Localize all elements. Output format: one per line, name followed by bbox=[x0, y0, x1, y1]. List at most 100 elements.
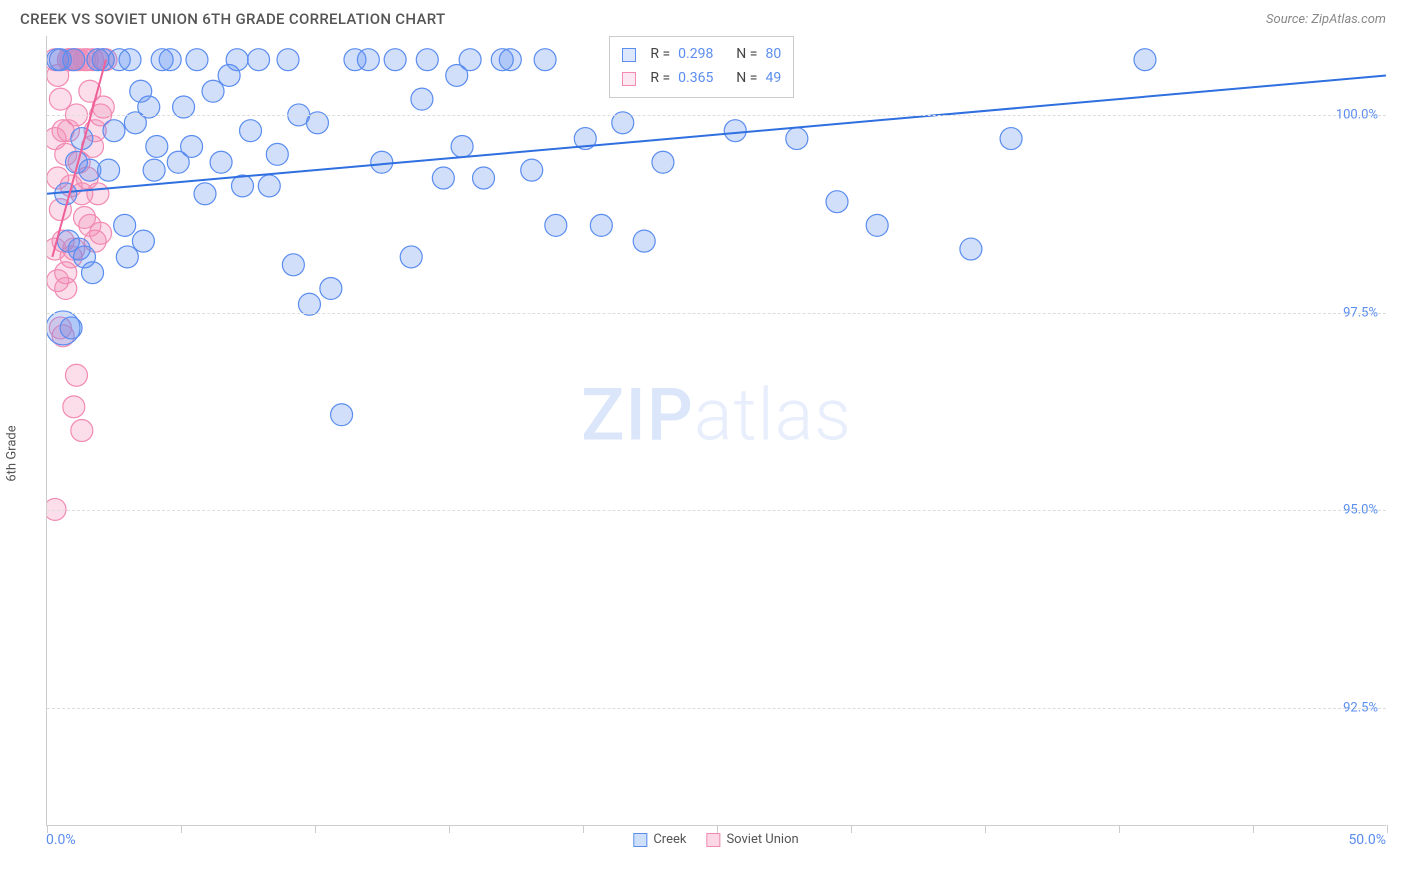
data-point bbox=[82, 262, 104, 284]
data-point bbox=[55, 262, 77, 284]
data-point bbox=[459, 49, 481, 71]
data-point bbox=[194, 183, 216, 205]
data-point bbox=[55, 277, 77, 299]
data-point bbox=[63, 49, 85, 71]
data-point bbox=[57, 49, 79, 71]
data-point bbox=[258, 175, 280, 197]
x-tick bbox=[1387, 825, 1388, 833]
data-point bbox=[79, 214, 101, 236]
trend-line bbox=[52, 60, 106, 257]
data-point bbox=[76, 49, 98, 71]
data-point bbox=[266, 143, 288, 165]
data-point bbox=[590, 214, 612, 236]
data-point bbox=[60, 246, 82, 268]
legend-item: Soviet Union bbox=[706, 832, 798, 847]
data-point bbox=[210, 151, 232, 173]
data-point bbox=[499, 49, 521, 71]
data-point bbox=[357, 49, 379, 71]
legend-swatch bbox=[633, 833, 647, 847]
legend-swatch bbox=[706, 833, 720, 847]
data-point bbox=[52, 120, 74, 142]
gridline bbox=[47, 115, 1386, 116]
data-point bbox=[84, 230, 106, 252]
data-point bbox=[181, 135, 203, 157]
data-point bbox=[473, 167, 495, 189]
data-point bbox=[159, 49, 181, 71]
data-point bbox=[400, 246, 422, 268]
data-point bbox=[633, 230, 655, 252]
data-point bbox=[47, 238, 66, 260]
data-point bbox=[49, 317, 71, 339]
data-point bbox=[826, 191, 848, 213]
legend-r-label: R = bbox=[650, 67, 670, 91]
data-point bbox=[71, 183, 93, 205]
data-point bbox=[82, 135, 104, 157]
data-point bbox=[451, 135, 473, 157]
data-point bbox=[202, 80, 224, 102]
data-point bbox=[65, 364, 87, 386]
data-point bbox=[60, 317, 82, 339]
data-point bbox=[63, 49, 85, 71]
data-point bbox=[108, 49, 130, 71]
y-axis-label: 6th Grade bbox=[5, 425, 20, 481]
data-point bbox=[384, 49, 406, 71]
data-point bbox=[143, 159, 165, 181]
data-point bbox=[218, 64, 240, 86]
data-point bbox=[47, 311, 80, 345]
legend-label: Soviet Union bbox=[726, 832, 798, 847]
data-point bbox=[65, 151, 87, 173]
legend-swatch bbox=[622, 72, 636, 86]
data-point bbox=[92, 49, 114, 71]
data-point bbox=[47, 167, 69, 189]
data-point bbox=[79, 80, 101, 102]
legend-r-value: 0.365 bbox=[678, 67, 713, 91]
legend-n-value: 80 bbox=[765, 43, 781, 67]
data-point bbox=[74, 206, 96, 228]
data-point bbox=[63, 396, 85, 418]
data-point bbox=[60, 175, 82, 197]
correlation-legend-row: R = 0.298 N = 80 bbox=[622, 43, 781, 67]
data-point bbox=[416, 49, 438, 71]
data-point bbox=[60, 49, 82, 71]
data-point bbox=[63, 238, 85, 260]
data-point bbox=[232, 175, 254, 197]
data-point bbox=[71, 128, 93, 150]
data-point bbox=[521, 159, 543, 181]
data-point bbox=[282, 254, 304, 276]
data-point bbox=[68, 238, 90, 260]
data-point bbox=[76, 167, 98, 189]
gridline bbox=[47, 708, 1386, 709]
data-point bbox=[87, 49, 109, 71]
data-point bbox=[87, 49, 109, 71]
y-tick-label: 92.5% bbox=[1343, 700, 1378, 715]
series-legend: Creek Soviet Union bbox=[633, 832, 798, 847]
data-point bbox=[574, 128, 596, 150]
data-point bbox=[57, 49, 79, 71]
data-point bbox=[277, 49, 299, 71]
data-point bbox=[786, 128, 808, 150]
data-point bbox=[248, 49, 270, 71]
data-point bbox=[57, 120, 79, 142]
data-point bbox=[47, 49, 66, 71]
data-point bbox=[226, 49, 248, 71]
data-point bbox=[52, 325, 74, 347]
data-point bbox=[320, 277, 342, 299]
data-point bbox=[534, 49, 556, 71]
data-point bbox=[116, 246, 138, 268]
data-point bbox=[371, 151, 393, 173]
legend-label: Creek bbox=[653, 832, 686, 847]
data-point bbox=[49, 199, 71, 221]
data-point bbox=[92, 49, 114, 71]
data-point bbox=[446, 64, 468, 86]
data-point bbox=[47, 128, 66, 150]
data-point bbox=[411, 88, 433, 110]
legend-n-label: N = bbox=[736, 67, 757, 91]
gridline bbox=[47, 313, 1386, 314]
data-point bbox=[47, 270, 69, 292]
data-point bbox=[65, 49, 87, 71]
data-point bbox=[344, 49, 366, 71]
data-point bbox=[545, 214, 567, 236]
data-point bbox=[132, 230, 154, 252]
chart-area: ZIPatlas R = 0.298 N = 80 R = 0.365 N = … bbox=[46, 36, 1386, 826]
data-point bbox=[79, 159, 101, 181]
